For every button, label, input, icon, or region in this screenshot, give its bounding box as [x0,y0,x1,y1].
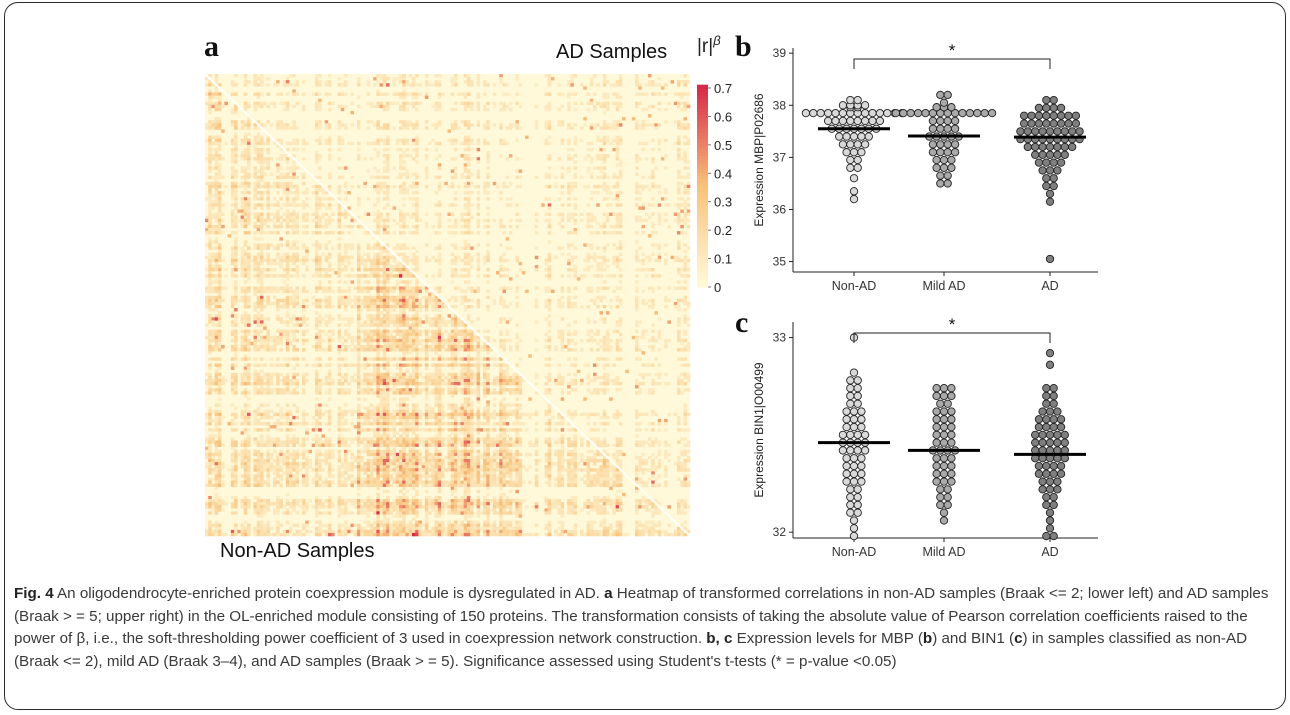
panel-letter-a: a [204,30,219,63]
heatmap-lower-label: Non-AD Samples [220,540,375,562]
heatmap-upper-label: AD Samples [556,41,668,63]
